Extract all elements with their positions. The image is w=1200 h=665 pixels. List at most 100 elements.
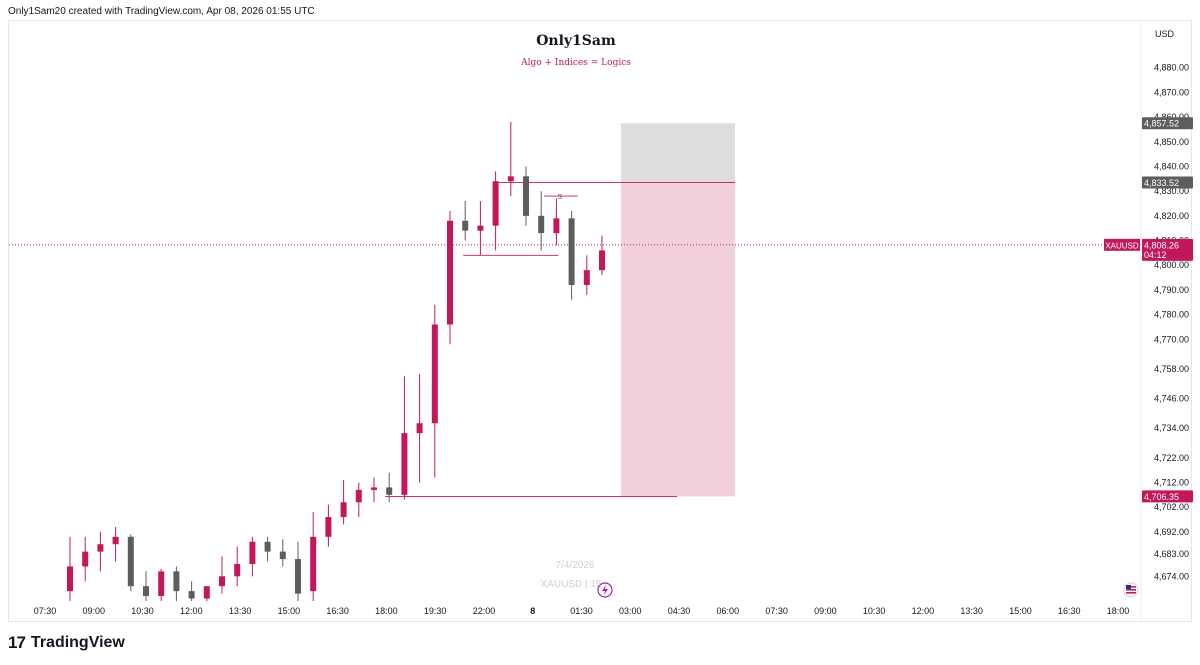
bar-countdown: 04:12 <box>1144 250 1167 260</box>
candle[interactable] <box>583 255 590 295</box>
chart-attribution: Only1Sam20 created with TradingView.com,… <box>8 6 315 17</box>
price-tick-label: 4,746.00 <box>1154 394 1189 404</box>
stop-loss-zone[interactable] <box>621 123 735 183</box>
time-tick-label: 07:30 <box>765 606 788 616</box>
watermark-date: 7/4/2026 <box>556 560 595 571</box>
candle-body <box>173 571 180 592</box>
price-tick-label: 4,734.00 <box>1154 423 1189 433</box>
candle-body <box>371 487 377 490</box>
candle[interactable] <box>325 504 332 547</box>
currency-label[interactable]: USD <box>1155 29 1175 39</box>
candle[interactable] <box>143 571 149 601</box>
candle[interactable] <box>507 122 514 197</box>
candle[interactable] <box>431 304 438 478</box>
brand-footer: 17 TradingView <box>8 633 125 653</box>
price-tick-label: 4,674.00 <box>1154 571 1189 581</box>
candle[interactable] <box>127 534 134 592</box>
price-tick-label: 4,800.00 <box>1154 260 1189 270</box>
candle[interactable] <box>295 541 301 601</box>
flag-us-icon[interactable] <box>1123 582 1139 598</box>
time-tick-label: 13:30 <box>960 606 983 616</box>
stop-price-label-bg <box>1142 117 1193 130</box>
price-chart[interactable]: S Only1Sam Algo + Indices = Logics 7/4/2… <box>9 21 1193 623</box>
time-tick-label: 09:00 <box>814 606 837 616</box>
candle[interactable] <box>279 539 286 567</box>
tradingview-logo-icon: 17 <box>8 633 26 652</box>
take-profit-zone[interactable] <box>621 182 735 497</box>
candle-body <box>583 270 590 285</box>
time-tick-label: 03:00 <box>619 606 642 616</box>
price-tick-label: 4,722.00 <box>1154 453 1189 463</box>
candle[interactable] <box>538 191 545 251</box>
candle-body <box>219 576 225 587</box>
stop-price-label: 4,857.52 <box>1144 119 1179 129</box>
candle[interactable] <box>158 568 165 601</box>
candle-body <box>599 250 605 271</box>
chart-subtitle: Algo + Indices = Logics <box>520 58 631 68</box>
candle-body <box>386 487 393 495</box>
candle[interactable] <box>599 235 605 276</box>
candle-body <box>127 536 134 587</box>
price-tick-label: 4,850.00 <box>1154 137 1189 147</box>
price-tick-label: 4,820.00 <box>1154 211 1189 221</box>
price-tick-label: 4,683.00 <box>1154 549 1189 559</box>
candle[interactable] <box>97 531 104 572</box>
candle-body <box>477 225 484 231</box>
candle-body <box>249 541 256 564</box>
time-tick-label: 15:00 <box>1009 606 1032 616</box>
candle-body <box>143 586 149 597</box>
entry-price-label-bg <box>1142 176 1193 189</box>
time-tick-label: 12:00 <box>180 606 203 616</box>
candle[interactable] <box>401 376 408 500</box>
candle[interactable] <box>112 526 119 562</box>
time-tick-label: 8 <box>530 606 535 616</box>
time-tick-label: 16:30 <box>1058 606 1081 616</box>
candle[interactable] <box>310 512 317 601</box>
candle[interactable] <box>249 536 256 577</box>
time-tick-label: 09:00 <box>83 606 106 616</box>
price-tick-label: 4,840.00 <box>1154 161 1189 171</box>
candle-body <box>416 423 423 434</box>
candle[interactable] <box>82 536 89 582</box>
candle-body <box>310 536 317 592</box>
candle[interactable] <box>234 546 241 587</box>
candle-body <box>158 571 165 597</box>
candle-body <box>431 324 438 424</box>
candle[interactable] <box>173 566 180 601</box>
candle[interactable] <box>447 210 453 345</box>
time-tick-label: 13:30 <box>229 606 252 616</box>
time-tick-label: 12:00 <box>912 606 935 616</box>
candle[interactable] <box>340 480 347 525</box>
candle-body <box>234 563 241 577</box>
candle[interactable] <box>553 198 560 246</box>
candle[interactable] <box>188 581 195 601</box>
candle[interactable] <box>67 536 73 601</box>
candle[interactable] <box>523 166 529 226</box>
candle[interactable] <box>416 373 423 483</box>
candle-body <box>264 541 271 552</box>
symbol-tag: XAUUSD <box>1105 241 1139 250</box>
time-tick-label: 10:30 <box>131 606 154 616</box>
candle-body <box>188 591 195 599</box>
candle[interactable] <box>355 482 362 518</box>
price-tick-label: 4,880.00 <box>1154 63 1189 73</box>
watermark-symbol: XAUUSD | 15 <box>541 579 602 590</box>
candle[interactable] <box>219 556 225 594</box>
candle[interactable] <box>462 201 469 241</box>
time-tick-label: 04:30 <box>668 606 691 616</box>
candle-body <box>462 220 469 231</box>
candle-body <box>295 559 301 594</box>
price-tick-label: 4,692.00 <box>1154 527 1189 537</box>
price-tick-label: 4,780.00 <box>1154 310 1189 320</box>
symbol-tag-bg <box>1104 238 1140 251</box>
candle[interactable] <box>203 586 210 601</box>
replay-icon[interactable] <box>597 582 613 598</box>
candle-body <box>82 551 89 567</box>
candle[interactable] <box>264 536 271 562</box>
candle[interactable] <box>492 171 499 251</box>
candle[interactable] <box>477 201 484 256</box>
candle[interactable] <box>386 472 393 503</box>
candle[interactable] <box>371 477 377 503</box>
candle-body <box>203 586 210 599</box>
candle[interactable] <box>568 210 575 300</box>
